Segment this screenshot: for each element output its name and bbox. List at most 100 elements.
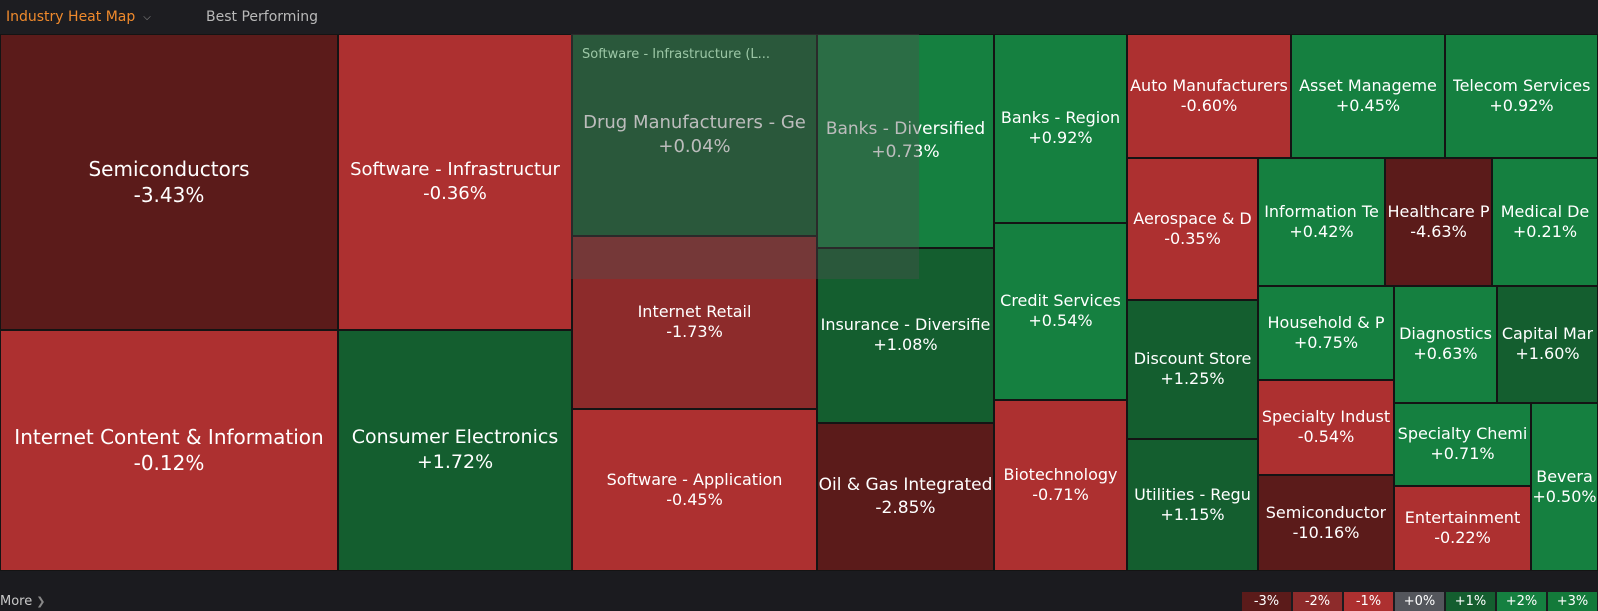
tile-change: -0.54% — [1297, 427, 1355, 447]
legend-swatch[interactable]: +2% — [1497, 592, 1546, 611]
tile-utilities-regu[interactable]: Utilities - Regu +1.15% — [1127, 439, 1258, 571]
tile-change: -10.16% — [1292, 522, 1360, 542]
tile-change: -0.35% — [1164, 228, 1221, 248]
tile-change: -0.60% — [1180, 95, 1238, 115]
tile-change: -0.22% — [1434, 528, 1491, 548]
tile-change: -0.45% — [666, 489, 723, 509]
tile-name: Bevera — [1536, 466, 1593, 486]
tile-name: Entertainment — [1404, 508, 1521, 528]
tile-name: Utilities - Regu — [1134, 484, 1251, 504]
tile-change: -0.12% — [133, 451, 205, 475]
tile-change: +0.73% — [871, 141, 940, 162]
tile-name: Software - Infrastructur — [350, 159, 560, 181]
tile-change: +1.60% — [1515, 344, 1580, 364]
tile-aerospace-d[interactable]: Aerospace & D -0.35% — [1127, 158, 1258, 300]
legend-swatch[interactable]: +1% — [1446, 592, 1495, 611]
tile-change: +1.25% — [1160, 369, 1225, 389]
legend-swatch[interactable]: +0% — [1395, 592, 1444, 611]
tile-discount-store[interactable]: Discount Store +1.25% — [1127, 300, 1258, 439]
legend-swatch[interactable]: +3% — [1548, 592, 1597, 611]
tile-name: Banks - Diversified — [825, 119, 986, 140]
tile-name: Aerospace & D — [1133, 208, 1252, 228]
tile-change: -1.73% — [666, 322, 723, 342]
tile-change: -3.43% — [133, 182, 205, 207]
tile-oil-gas-integrated[interactable]: Oil & Gas Integrated -2.85% — [817, 423, 994, 571]
tile-insurance-diversifie[interactable]: Insurance - Diversifie +1.08% — [817, 248, 994, 423]
tile-name: Semiconductors — [88, 156, 250, 181]
tile-name: Healthcare P — [1387, 201, 1490, 221]
tile-software-infrastructur[interactable]: Software - Infrastructur -0.36% — [338, 34, 572, 330]
tile-name: Banks - Region — [1000, 108, 1121, 128]
tile-name: Oil & Gas Integrated — [818, 475, 993, 496]
tab-industry-heat-map-label: Industry Heat Map — [6, 9, 136, 25]
tile-diagnostics[interactable]: Diagnostics +0.63% — [1394, 286, 1497, 403]
tile-change: -0.36% — [423, 182, 487, 204]
tile-semiconductor[interactable]: Semiconductor -10.16% — [1258, 475, 1394, 571]
tile-semiconductors[interactable]: Semiconductors -3.43% — [0, 34, 338, 330]
tile-specialty-chemi[interactable]: Specialty Chemi +0.71% — [1394, 403, 1531, 486]
tile-bevera[interactable]: Bevera +0.50% — [1531, 403, 1598, 571]
legend-swatch[interactable]: -2% — [1293, 592, 1342, 611]
tile-change: +0.21% — [1512, 221, 1578, 241]
tile-change: +1.72% — [416, 451, 494, 474]
tile-name: Specialty Chemi — [1397, 424, 1528, 444]
tile-information-te[interactable]: Information Te +0.42% — [1258, 158, 1385, 286]
tile-change: +0.50% — [1532, 486, 1597, 506]
tile-biotechnology[interactable]: Biotechnology -0.71% — [994, 400, 1127, 571]
tile-name: Drug Manufacturers - Ge — [583, 112, 806, 134]
tile-banks-diversified[interactable]: Banks - Diversified +0.73% — [817, 34, 994, 248]
tile-capital-mar[interactable]: Capital Mar +1.60% — [1497, 286, 1598, 403]
tile-change: +0.42% — [1289, 221, 1354, 241]
color-legend: -3% -2% -1% +0% +1% +2% +3% — [1242, 592, 1598, 611]
tile-consumer-electronics[interactable]: Consumer Electronics +1.72% — [338, 330, 572, 571]
legend-swatch[interactable]: -1% — [1344, 592, 1393, 611]
tab-industry-heat-map[interactable]: Industry Heat Map ⌵ — [6, 9, 151, 25]
more-link-label: More — [0, 594, 33, 609]
tile-specialty-indust[interactable]: Specialty Indust -0.54% — [1258, 380, 1394, 475]
tile-asset-manageme[interactable]: Asset Manageme +0.45% — [1291, 34, 1445, 158]
tile-name: Biotechnology — [1003, 465, 1118, 485]
tab-best-performing[interactable]: Best Performing — [206, 9, 319, 25]
tile-change: +1.15% — [1160, 504, 1225, 524]
more-link[interactable]: More ❯ — [0, 594, 45, 609]
tile-name: Telecom Services — [1452, 75, 1591, 95]
tile-internet-retail[interactable]: Internet Retail -1.73% — [572, 236, 817, 409]
tile-name: Asset Manageme — [1299, 75, 1437, 95]
tile-change: +0.54% — [1028, 311, 1093, 331]
tile-software-application[interactable]: Software - Application -0.45% — [572, 409, 817, 571]
tile-change: +0.92% — [1489, 95, 1554, 115]
tile-name: Internet Retail — [637, 302, 752, 322]
tile-credit-services[interactable]: Credit Services +0.54% — [994, 223, 1127, 400]
tile-auto-manufacturers[interactable]: Auto Manufacturers -0.60% — [1127, 34, 1291, 158]
tile-internet-content-information[interactable]: Internet Content & Information -0.12% — [0, 330, 338, 571]
tile-change: +1.08% — [873, 335, 938, 355]
tile-name: Specialty Indust — [1261, 407, 1391, 427]
tile-name: Capital Mar — [1501, 324, 1594, 344]
tile-name: Auto Manufacturers — [1130, 75, 1288, 95]
bottom-bar: More ❯ -3% -2% -1% +0% +1% +2% +3% — [0, 592, 1598, 611]
tile-name: Insurance - Diversifie — [820, 315, 991, 335]
tile-drug-manufacturers-ge[interactable]: Drug Manufacturers - Ge +0.04% — [572, 34, 817, 236]
tile-change: +0.63% — [1413, 344, 1478, 364]
tile-name: Diagnostics — [1399, 324, 1492, 344]
chevron-down-icon[interactable]: ⌵ — [143, 12, 151, 23]
tile-name: Medical De — [1500, 201, 1590, 221]
tile-healthcare-p[interactable]: Healthcare P -4.63% — [1385, 158, 1492, 286]
tile-change: +0.71% — [1430, 444, 1495, 464]
tile-name: Software - Application — [606, 469, 783, 489]
tile-change: +0.75% — [1293, 332, 1359, 352]
tile-name: Household & P — [1267, 312, 1385, 332]
tile-banks-region[interactable]: Banks - Region +0.92% — [994, 34, 1127, 223]
legend-swatch[interactable]: -3% — [1242, 592, 1291, 611]
tile-medical-de[interactable]: Medical De +0.21% — [1492, 158, 1598, 286]
tile-change: +0.45% — [1335, 95, 1401, 115]
tile-name: Information Te — [1264, 201, 1379, 221]
tile-entertainment[interactable]: Entertainment -0.22% — [1394, 486, 1531, 571]
industry-treemap: Semiconductors -3.43% Internet Content & I… — [0, 34, 1598, 571]
tile-telecom-services[interactable]: Telecom Services +0.92% — [1445, 34, 1598, 158]
tile-change: +0.04% — [658, 135, 731, 157]
tile-change: -4.63% — [1410, 221, 1467, 241]
tile-name: Semiconductor — [1265, 502, 1387, 522]
tile-name: Consumer Electronics — [351, 426, 559, 449]
tile-household-p[interactable]: Household & P +0.75% — [1258, 286, 1394, 380]
